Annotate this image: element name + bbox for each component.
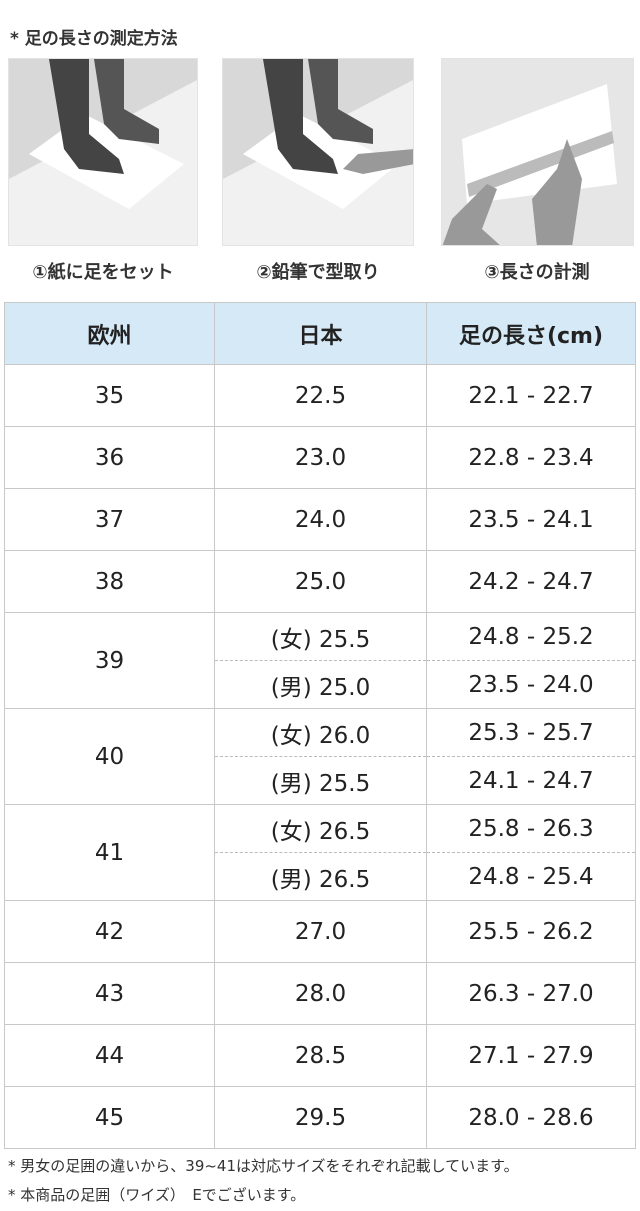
- cell-eu: 42: [4, 900, 215, 963]
- cell-length: 22.8 - 23.4: [426, 426, 636, 489]
- cell-jp: (男) 25.5: [214, 756, 427, 805]
- table-row: 42 27.0 25.5 - 26.2: [4, 900, 636, 963]
- cell-jp: 29.5: [214, 1086, 427, 1149]
- cell-jp: (女) 25.5: [214, 612, 427, 661]
- cell-length: 24.8 - 25.2: [426, 612, 636, 661]
- cell-eu: 38: [4, 550, 215, 613]
- note-gender: * 男女の足囲の違いから、39~41は対応サイズをそれぞれ記載しています。: [8, 1157, 519, 1175]
- table-row: 39 (女) 25.5 24.8 - 25.2: [4, 612, 636, 709]
- cell-jp: (男) 25.0: [214, 660, 427, 709]
- cell-eu: 36: [4, 426, 215, 489]
- header-jp: 日本: [214, 302, 427, 365]
- cell-length: 25.5 - 26.2: [426, 900, 636, 963]
- cell-length: 24.1 - 24.7: [426, 756, 636, 805]
- cell-eu: 40: [4, 708, 215, 805]
- step3-caption: ③長さの計測: [484, 262, 590, 283]
- cell-jp: (男) 26.5: [214, 852, 427, 901]
- step1-caption: ①紙に足をセット: [32, 262, 174, 283]
- cell-length: 25.8 - 26.3: [426, 804, 636, 853]
- cell-length: 22.1 - 22.7: [426, 364, 636, 427]
- cell-length: 23.5 - 24.1: [426, 488, 636, 551]
- table-row: 37 24.0 23.5 - 24.1: [4, 488, 636, 551]
- step3-image: [441, 58, 634, 246]
- cell-length: 23.5 - 24.0: [426, 660, 636, 709]
- header-length: 足の長さ(cm): [426, 302, 636, 365]
- table-row: 41 (女) 26.5 25.8 - 26.3: [4, 804, 636, 901]
- cell-length: 26.3 - 27.0: [426, 962, 636, 1025]
- step2-image: [222, 58, 414, 246]
- step1-image: [8, 58, 198, 246]
- step2-caption: ②鉛筆で型取り: [256, 262, 380, 283]
- cell-length: 28.0 - 28.6: [426, 1086, 636, 1149]
- cell-jp: 25.0: [214, 550, 427, 613]
- cell-eu: 44: [4, 1024, 215, 1087]
- cell-jp: 23.0: [214, 426, 427, 489]
- cell-jp: 28.5: [214, 1024, 427, 1087]
- cell-length: 24.2 - 24.7: [426, 550, 636, 613]
- cell-length: 27.1 - 27.9: [426, 1024, 636, 1087]
- table-row: 36 23.0 22.8 - 23.4: [4, 426, 636, 489]
- header-eu: 欧州: [4, 302, 215, 365]
- table-row: (男) 25.0 23.5 - 24.0: [5, 660, 636, 709]
- table-row: 35 22.5 22.1 - 22.7: [4, 364, 636, 427]
- cell-jp: (女) 26.0: [214, 708, 427, 757]
- table-row: 45 29.5 28.0 - 28.6: [4, 1086, 636, 1149]
- table-row: 43 28.0 26.3 - 27.0: [4, 962, 636, 1025]
- cell-jp: 28.0: [214, 962, 427, 1025]
- cell-eu: 45: [4, 1086, 215, 1149]
- cell-length: 25.3 - 25.7: [426, 708, 636, 757]
- table-row: (男) 25.5 24.1 - 24.7: [5, 756, 636, 805]
- cell-length: 24.8 - 25.4: [426, 852, 636, 901]
- cell-jp: 22.5: [214, 364, 427, 427]
- table-row: (男) 26.5 24.8 - 25.4: [5, 852, 636, 901]
- note-width: * 本商品の足囲（ワイズ） Eでございます。: [8, 1186, 306, 1204]
- cell-eu: 41: [4, 804, 215, 901]
- cell-eu: 35: [4, 364, 215, 427]
- table-row: 40 (女) 26.0 25.3 - 25.7: [4, 708, 636, 805]
- table-row: 38 25.0 24.2 - 24.7: [4, 550, 636, 613]
- cell-jp: (女) 26.5: [214, 804, 427, 853]
- cell-jp: 24.0: [214, 488, 427, 551]
- cell-eu: 37: [4, 488, 215, 551]
- section-title: * 足の長さの測定方法: [10, 29, 178, 49]
- cell-eu: 39: [4, 612, 215, 709]
- cell-eu: 43: [4, 962, 215, 1025]
- cell-jp: 27.0: [214, 900, 427, 963]
- table-row: 44 28.5 27.1 - 27.9: [4, 1024, 636, 1087]
- size-table: 欧州 日本 足の長さ(cm) 35 22.5 22.1 - 22.7 36 23.0 22…: [4, 302, 636, 1149]
